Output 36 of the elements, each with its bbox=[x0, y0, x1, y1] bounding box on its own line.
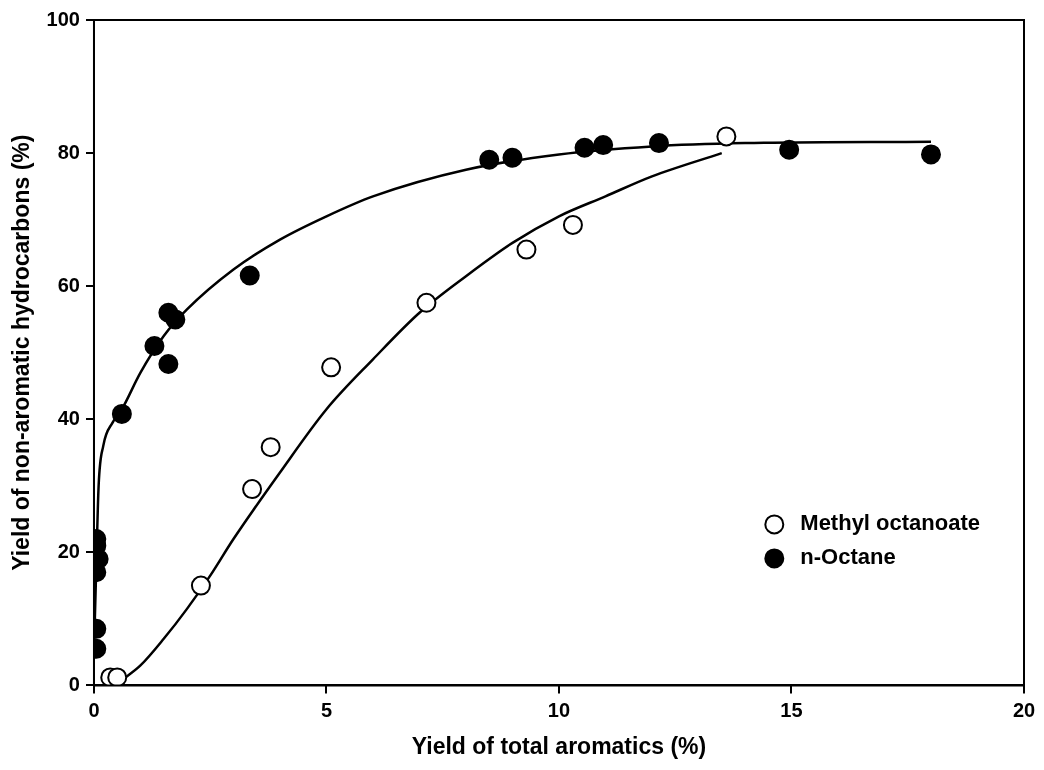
y-axis-title: Yield of non-aromatic hydrocarbons (%) bbox=[8, 134, 35, 571]
y-tick-label: 0 bbox=[68, 672, 80, 695]
point bbox=[716, 126, 737, 147]
point bbox=[502, 147, 523, 168]
legend-label: n-Octane bbox=[800, 544, 896, 570]
point bbox=[260, 437, 281, 458]
point bbox=[190, 575, 211, 596]
x-tick-label: 15 bbox=[780, 698, 803, 721]
legend-label: Methyl octanoate bbox=[800, 510, 981, 536]
point bbox=[239, 265, 260, 286]
y-tick-label: 60 bbox=[57, 273, 80, 296]
y-tick-label: 40 bbox=[57, 406, 80, 429]
x-tick-label: 10 bbox=[547, 698, 571, 721]
y-tick-label: 100 bbox=[46, 7, 80, 30]
point bbox=[111, 403, 132, 424]
point bbox=[107, 667, 128, 686]
x-tick-label: 5 bbox=[320, 698, 333, 721]
x-axis-title: Yield of total aromatics (%) bbox=[411, 732, 707, 759]
point bbox=[593, 135, 614, 156]
point bbox=[648, 133, 669, 154]
point bbox=[144, 336, 165, 357]
point bbox=[574, 137, 595, 158]
point bbox=[242, 479, 263, 500]
point bbox=[165, 309, 186, 330]
x-tick-label: 0 bbox=[88, 698, 100, 721]
point bbox=[479, 149, 500, 170]
point bbox=[321, 357, 342, 378]
y-tick-label: 20 bbox=[57, 539, 80, 562]
point bbox=[516, 239, 537, 260]
point bbox=[158, 354, 179, 375]
point bbox=[562, 214, 583, 235]
point bbox=[416, 292, 437, 313]
y-tick-label: 80 bbox=[57, 140, 80, 163]
x-tick-label: 20 bbox=[1012, 698, 1036, 721]
point bbox=[921, 144, 941, 165]
point bbox=[779, 139, 800, 160]
